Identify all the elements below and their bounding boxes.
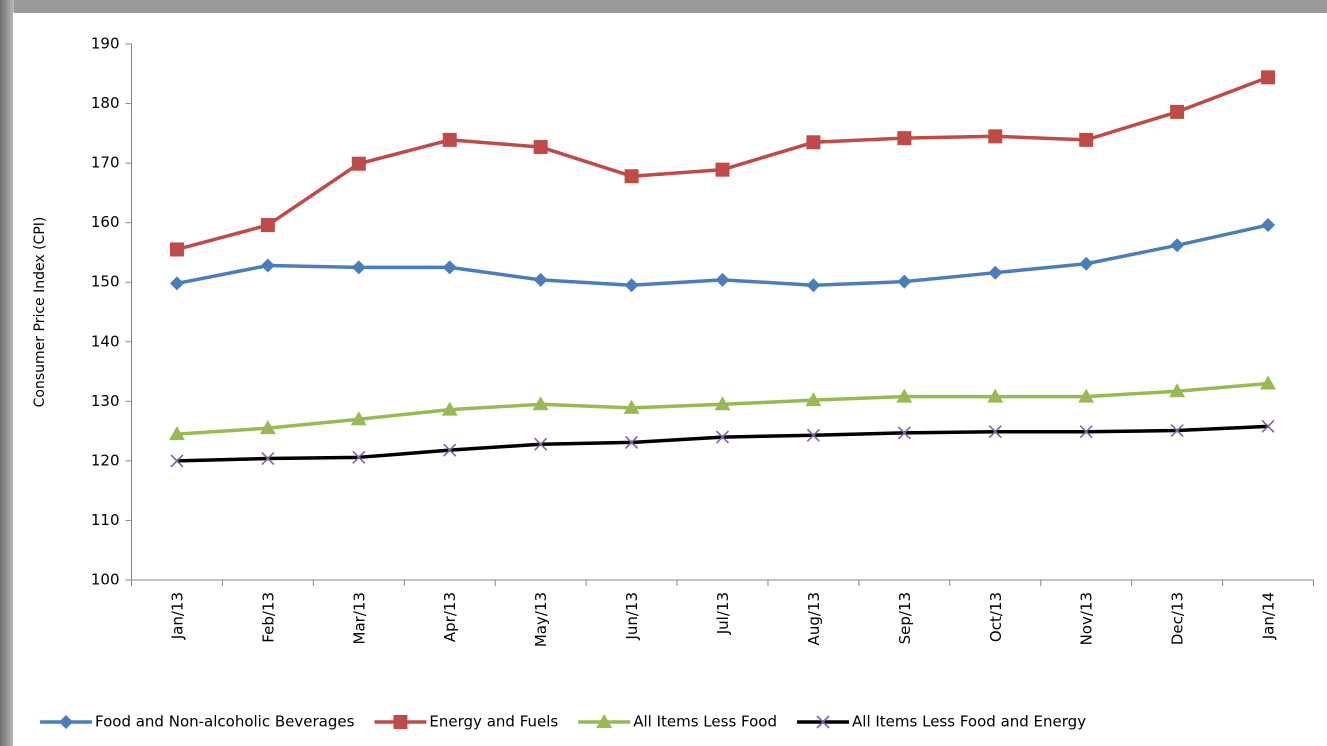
marker: [1261, 218, 1276, 233]
marker: [988, 129, 1003, 144]
marker: [714, 396, 731, 411]
marker: [805, 392, 822, 407]
y-tick-label: 150: [91, 273, 120, 291]
x-tick-label: Aug/13: [805, 592, 823, 645]
marker: [443, 443, 457, 457]
legend-item: Food and Non-alcoholic Beverages: [40, 713, 355, 731]
marker: [442, 132, 457, 147]
x-tick-label: Nov/13: [1078, 592, 1096, 645]
marker: [59, 715, 73, 729]
marker: [625, 435, 639, 449]
marker: [352, 450, 366, 464]
marker: [533, 140, 548, 155]
y-tick-label: 170: [91, 154, 120, 172]
marker: [897, 131, 912, 146]
x-tick-label: Jan/14: [1260, 592, 1278, 640]
x-tick-label: Jun/13: [623, 592, 641, 641]
marker: [261, 451, 275, 466]
marker: [1170, 104, 1185, 119]
y-axis-label: Consumer Price Index (CPI): [32, 217, 48, 408]
marker: [715, 430, 730, 444]
legend-label: All Items Less Food and Energy: [852, 713, 1086, 731]
marker: [1169, 383, 1186, 398]
marker: [350, 411, 367, 426]
marker: [988, 265, 1003, 280]
legend-item: Energy and Fuels: [374, 713, 558, 731]
legend-item: All Items Less Food: [578, 713, 777, 731]
marker: [806, 135, 821, 150]
legend-label: All Items Less Food: [633, 713, 777, 731]
x-tick-label: Oct/13: [987, 592, 1005, 642]
marker: [987, 388, 1004, 403]
marker: [623, 399, 640, 414]
x-tick-label: Mar/13: [350, 592, 368, 644]
marker: [442, 260, 457, 275]
marker: [896, 388, 913, 403]
marker: [170, 454, 184, 468]
y-tick-label: 140: [91, 332, 120, 350]
marker: [988, 425, 1002, 439]
y-tick-label: 180: [91, 94, 120, 112]
frame-shadow: [0, 0, 14, 746]
legend-item: All Items Less Food and Energy: [797, 713, 1086, 731]
marker: [259, 420, 276, 435]
legend-label: Energy and Fuels: [429, 713, 558, 731]
marker: [806, 278, 821, 293]
marker: [1078, 388, 1095, 403]
marker: [533, 272, 548, 287]
x-tick-label: Jan/13: [168, 592, 186, 640]
marker: [806, 428, 820, 442]
marker: [897, 274, 912, 289]
marker: [715, 162, 730, 177]
marker: [1079, 132, 1094, 147]
legend-label: Food and Non-alcoholic Beverages: [95, 713, 355, 731]
y-tick-label: 130: [91, 392, 120, 410]
marker: [169, 276, 184, 291]
marker: [532, 396, 549, 411]
chart-area: [13, 13, 1327, 746]
marker: [169, 242, 184, 257]
x-tick-label: Sep/13: [896, 592, 914, 644]
marker: [624, 169, 639, 184]
marker: [351, 156, 366, 171]
marker: [351, 260, 366, 275]
marker: [1170, 238, 1185, 253]
marker: [260, 218, 275, 233]
marker: [715, 272, 730, 287]
marker: [1261, 419, 1275, 433]
x-tick-label: Apr/13: [441, 592, 459, 642]
marker: [1170, 423, 1184, 438]
x-tick-label: Jul/13: [714, 592, 732, 635]
marker: [1079, 256, 1094, 271]
marker: [441, 401, 458, 416]
marker: [816, 715, 830, 729]
x-tick-label: Dec/13: [1169, 592, 1187, 645]
y-tick-label: 110: [91, 511, 120, 529]
y-tick-label: 190: [91, 35, 120, 53]
y-tick-label: 100: [91, 571, 120, 589]
y-tick-label: 160: [91, 213, 120, 231]
marker: [260, 258, 275, 273]
marker: [624, 278, 639, 293]
marker: [1079, 425, 1093, 439]
marker: [1260, 375, 1277, 390]
marker: [1261, 70, 1276, 85]
marker: [534, 437, 548, 451]
marker: [897, 426, 911, 440]
x-tick-label: May/13: [532, 592, 550, 647]
y-tick-label: 120: [91, 451, 120, 469]
marker: [596, 714, 613, 728]
x-tick-label: Feb/13: [259, 592, 277, 643]
marker: [168, 426, 185, 441]
marker: [393, 715, 408, 729]
